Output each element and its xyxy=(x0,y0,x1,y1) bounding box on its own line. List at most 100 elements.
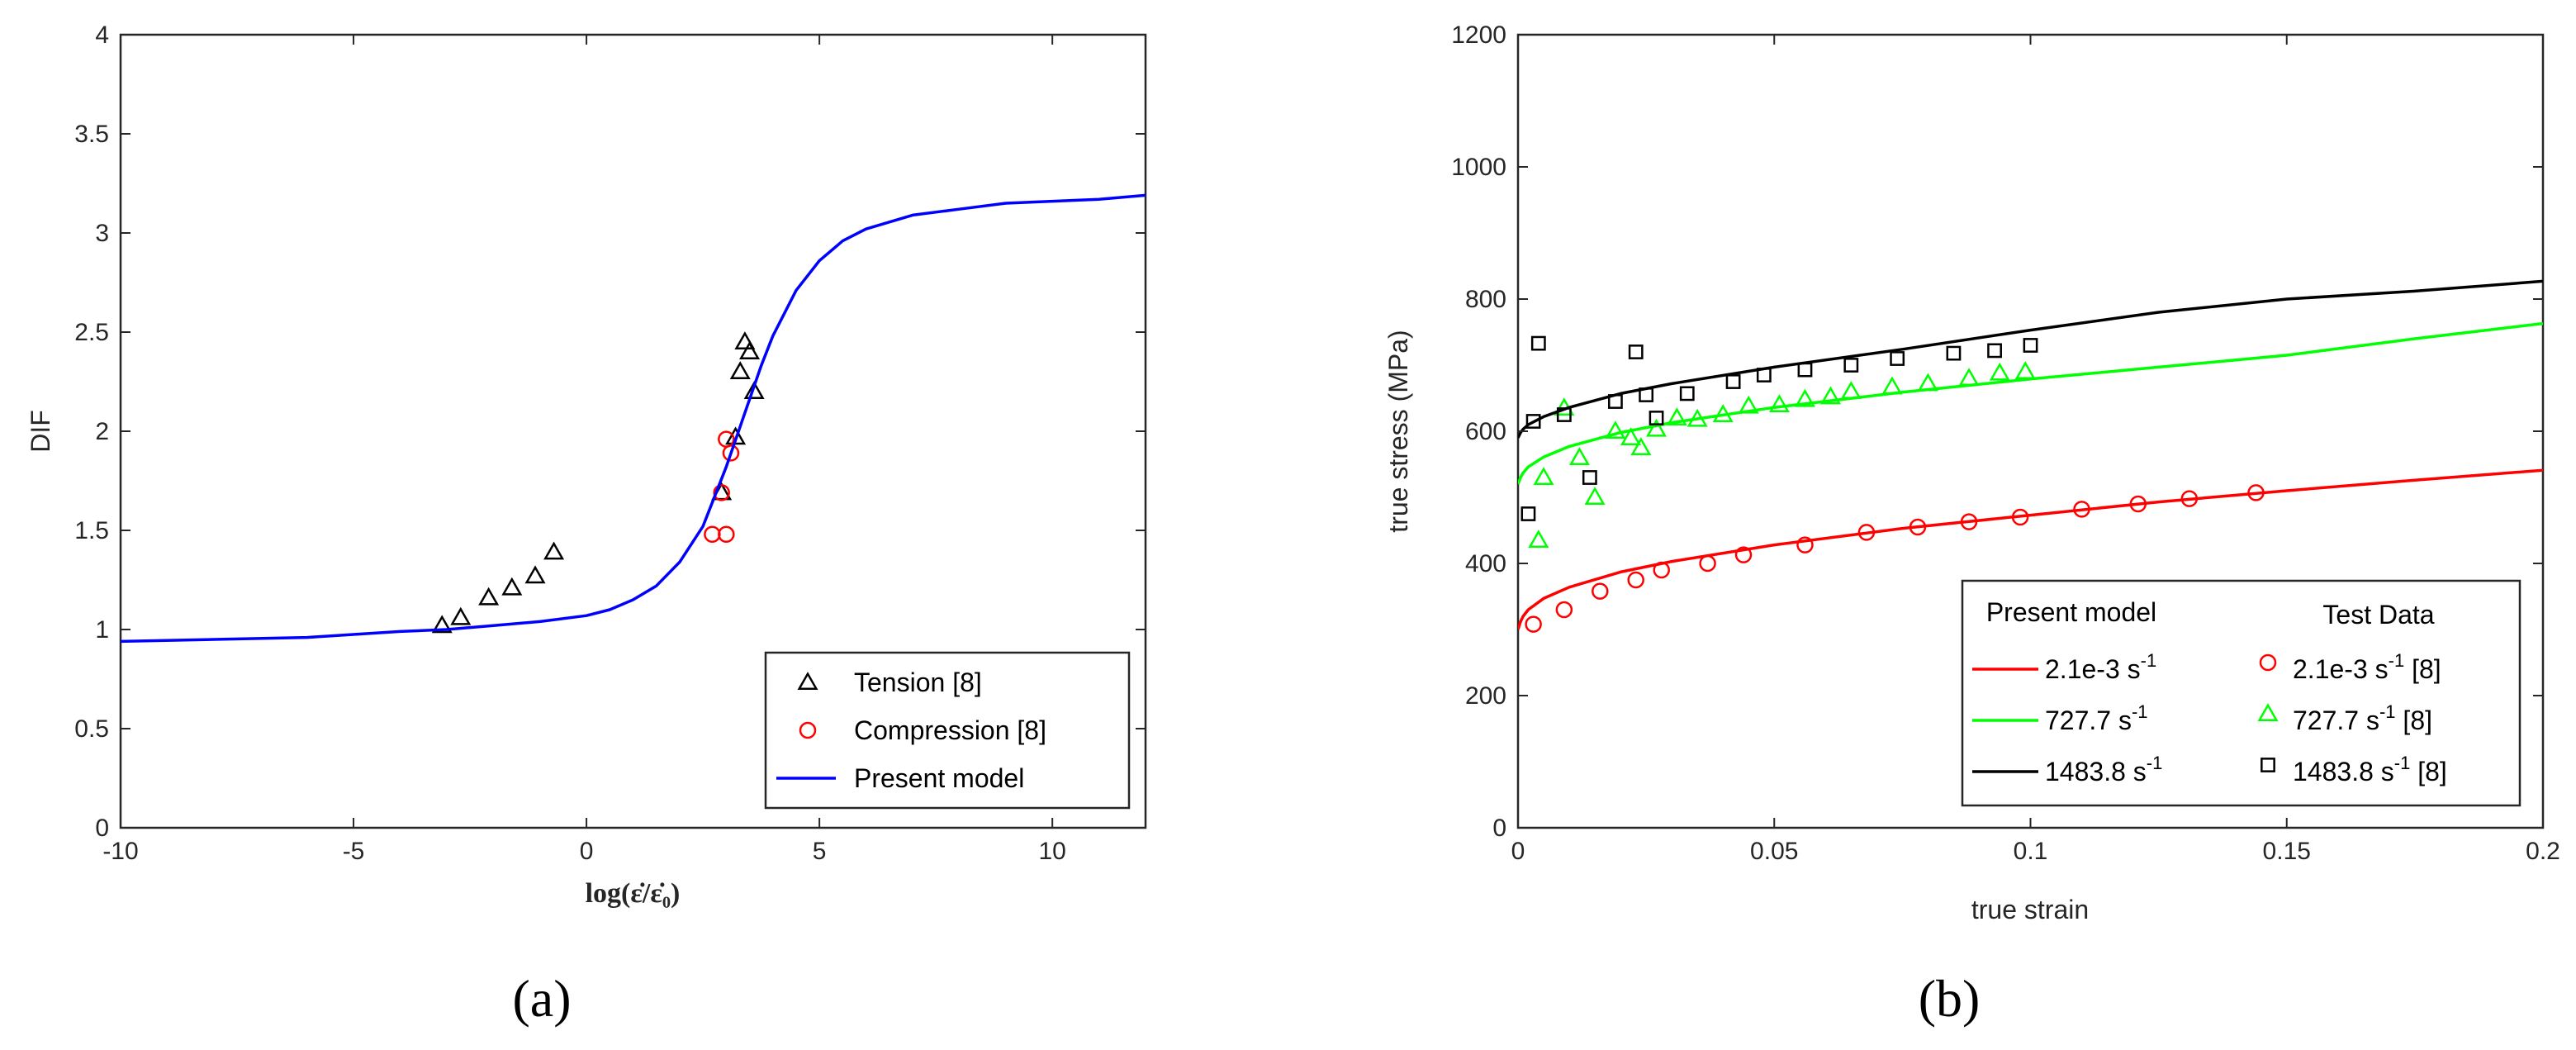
panel-b-marks xyxy=(1518,279,2543,633)
panel-a-data-point-1 xyxy=(718,525,735,544)
panel-a-xlabel: log(ε̇/ε̇₀) xyxy=(586,878,681,909)
panel-a-legend-entries: Tension [8] Compression [8] Present model xyxy=(776,668,1046,793)
panel-b-legend-marker-label: 1483.8 s-1 [8] xyxy=(2293,753,2447,786)
panel-b-data-point-5 xyxy=(1843,358,1859,373)
panel-b-data-point-5 xyxy=(1725,374,1741,389)
panel-a-data-point-0 xyxy=(739,341,761,360)
panel-b-legend-line-label: 1483.8 s-1 xyxy=(2045,753,2162,786)
panel-a-xtick-label: -5 xyxy=(343,838,365,865)
panel-b-data-point-3 xyxy=(1820,386,1842,405)
panel-b-data-point-3 xyxy=(1584,487,1606,506)
panel-b-legend-line-sup: -1 xyxy=(2147,753,2163,773)
panel-b-data-point-3 xyxy=(1881,376,1903,395)
panel-b-ticks: 0 0.05 0.1 0.15 0.2 0 200 400 600 800 1000 1200 xyxy=(1451,21,2560,865)
panel-a-caption: (a) xyxy=(512,969,571,1028)
panel-b-data-point-3 xyxy=(1568,447,1590,466)
panel-b: 0 0.05 0.1 0.15 0.2 0 200 400 600 800 1000 1200 tru… xyxy=(1383,21,2560,1028)
panel-b-legend-marker-name: 1483.8 s xyxy=(2293,757,2394,786)
panel-b-caption: (b) xyxy=(1919,969,1981,1028)
panel-b-data-point-5 xyxy=(1649,411,1664,425)
panel-a-ytick-label: 2.5 xyxy=(74,319,109,346)
panel-b-legend-marker-sup: -1 xyxy=(2389,650,2405,671)
panel-b-legend-marker-name: 2.1e-3 s xyxy=(2293,654,2389,684)
panel-b-ytick-label: 1200 xyxy=(1451,21,1506,49)
panel-b-data-point-1 xyxy=(1592,582,1609,600)
panel-a-ytick-label: 0.5 xyxy=(74,715,109,743)
panel-a-legend-marker-swatch xyxy=(799,721,817,739)
panel-b-data-point-5 xyxy=(1756,368,1772,382)
panel-a-data-point-0 xyxy=(524,565,546,584)
panel-b-legend: Present model Test Data 2.1e-3 s-1727.7 … xyxy=(1961,579,2521,807)
panel-b-legend-box xyxy=(1961,579,2521,807)
panel-b-legend-marker-sup: -1 xyxy=(2394,753,2411,773)
panel-b-xtick-label: 0.05 xyxy=(1750,838,1798,865)
panel-b-legend-line-label: 2.1e-3 s-1 xyxy=(2045,650,2156,684)
panel-b-data-point-3 xyxy=(1958,368,1980,387)
panel-b-data-point-5 xyxy=(1530,335,1546,351)
panel-b-data-point-3 xyxy=(1768,394,1790,413)
panel-b-legend-marker-ref: [8] xyxy=(2410,757,2446,786)
panel-b-legend-header-model: Present model xyxy=(1986,597,2156,627)
panel-a-data-point-1 xyxy=(704,525,721,544)
panel-a-data-point-0 xyxy=(729,361,751,380)
panel-a-xtick-label: 5 xyxy=(813,838,827,865)
panel-b-data-point-1 xyxy=(2247,484,2265,501)
panel-b-xtick-label: 0.2 xyxy=(2526,838,2560,865)
panel-a-data-point-1 xyxy=(718,430,735,448)
panel-b-data-point-1 xyxy=(2011,508,2029,526)
panel-a-ytick-label: 3.5 xyxy=(74,121,109,148)
panel-b-data-point-1 xyxy=(1653,561,1670,579)
panel-a-ylabel: DIF xyxy=(26,410,55,453)
panel-b-legend-line-sup: -1 xyxy=(2141,650,2157,671)
panel-b-ytick-label: 1000 xyxy=(1451,154,1506,181)
panel-b-ytick-label: 0 xyxy=(1492,815,1506,842)
panel-b-data-point-3 xyxy=(1712,404,1734,423)
panel-a: -10 -5 0 5 10 0 0.5 1 1.5 2 2.5 3 3.5 4 DIF log(ε̇/ε̇… xyxy=(26,21,1147,1028)
panel-b-data-point-3 xyxy=(1605,420,1626,439)
panel-a-legend-marker-swatch xyxy=(797,672,818,691)
panel-b-data-point-1 xyxy=(2073,501,2090,518)
panel-a-data-point-0 xyxy=(734,331,756,350)
panel-a-ytick-label: 2 xyxy=(95,418,109,445)
panel-a-legend-box xyxy=(764,651,1131,810)
panel-b-data-point-1 xyxy=(2180,490,2199,507)
panel-b-xtick-label: 0 xyxy=(1511,838,1525,865)
panel-b-data-point-5 xyxy=(1607,394,1623,409)
panel-b-series-line-4 xyxy=(1518,279,2543,439)
panel-b-data-point-5 xyxy=(1556,407,1572,422)
panel-b-data-point-5 xyxy=(1628,344,1644,359)
panel-b-data-point-5 xyxy=(1987,343,2002,359)
panel-a-series-line-2 xyxy=(121,193,1146,644)
panel-b-data-point-5 xyxy=(1639,387,1654,402)
panel-b-data-point-3 xyxy=(1738,395,1759,414)
panel-a-xtick-label: 10 xyxy=(1038,838,1065,865)
panel-b-ytick-label: 600 xyxy=(1465,418,1506,445)
panel-a-legend-label: Tension [8] xyxy=(854,668,982,697)
panel-b-data-point-5 xyxy=(1890,351,1905,366)
panel-b-xlabel: true strain xyxy=(1971,895,2089,924)
panel-b-data-point-3 xyxy=(2014,361,2036,380)
panel-a-data-point-0 xyxy=(501,577,523,596)
panel-b-legend-marker-swatch xyxy=(2257,703,2279,722)
panel-b-data-point-3 xyxy=(1620,427,1642,446)
panel-b-series-line-2 xyxy=(1518,321,2543,485)
panel-a-marks xyxy=(121,193,1146,644)
panel-b-data-point-1 xyxy=(1627,571,1644,589)
panel-b-data-point-5 xyxy=(1679,386,1695,401)
panel-b-legend-marker-name: 727.7 s xyxy=(2293,706,2379,735)
panel-a-data-point-0 xyxy=(743,381,765,400)
panel-b-data-point-3 xyxy=(1840,381,1862,400)
panel-b-data-point-1 xyxy=(1734,546,1753,563)
panel-b-legend-marker-label: 727.7 s-1 [8] xyxy=(2293,701,2432,735)
panel-b-ytick-label: 400 xyxy=(1465,550,1506,577)
panel-b-data-point-3 xyxy=(1989,362,2010,381)
panel-b-xtick-label: 0.15 xyxy=(2263,838,2311,865)
panel-a-ticks: -10 -5 0 5 10 0 0.5 1 1.5 2 2.5 3 3.5 4 xyxy=(74,21,1146,865)
panel-a-ytick-label: 1 xyxy=(95,616,109,644)
panel-a-xtick-label: 0 xyxy=(580,838,594,865)
panel-b-legend-line-name: 2.1e-3 s xyxy=(2045,654,2141,684)
panel-b-legend-marker-label: 2.1e-3 s-1 [8] xyxy=(2293,650,2441,684)
panel-b-data-point-1 xyxy=(2129,495,2147,513)
